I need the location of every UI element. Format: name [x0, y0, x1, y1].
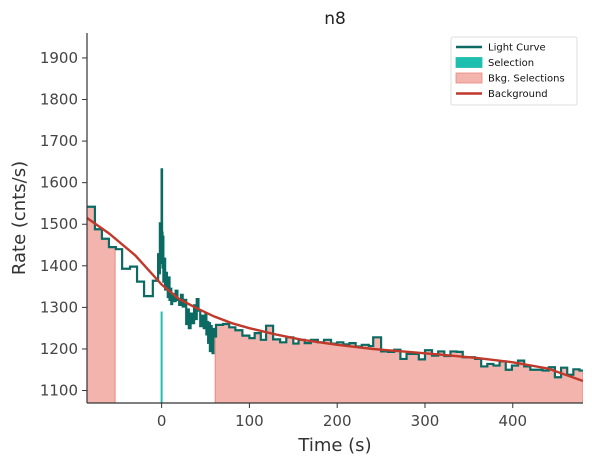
legend-label: Background [488, 89, 548, 100]
legend: Light Curve Selection Bkg. Selections Backg… [450, 36, 578, 106]
x-tick-label: 200 [323, 412, 352, 430]
x-tick-label: 300 [411, 412, 440, 430]
legend-label: Bkg. Selections [488, 74, 565, 85]
background-series [87, 217, 583, 383]
x-tick-label: 0 [157, 412, 167, 430]
light-curve-series [87, 168, 583, 379]
selection-band [160, 311, 163, 403]
y-tick-label: 1800 [40, 91, 78, 109]
axes: 0 100 200 300 400 1100 1200 1300 1400 1500 1600 17… [40, 33, 583, 430]
y-tick-label: 1400 [40, 257, 78, 275]
legend-label: Light Curve [488, 43, 546, 54]
chart-title: n8 [324, 9, 346, 29]
x-tick-label: 100 [235, 412, 264, 430]
x-ticks: 0 100 200 300 400 [157, 403, 527, 430]
y-axis-label: Rate (cnts/s) [9, 161, 30, 275]
legend-box [450, 36, 578, 106]
x-tick-label: 400 [498, 412, 527, 430]
bkg-selection-2 [214, 323, 583, 403]
selection-region [160, 311, 163, 403]
y-tick-label: 1300 [40, 298, 78, 316]
y-tick-label: 1900 [40, 49, 78, 67]
y-tick-label: 1600 [40, 174, 78, 192]
y-ticks: 1100 1200 1300 1400 1500 1600 1700 1800 1900 [40, 49, 87, 400]
legend-swatch [455, 57, 483, 68]
y-tick-label: 1500 [40, 215, 78, 233]
y-tick-label: 1200 [40, 340, 78, 358]
light-curve-line [87, 168, 583, 379]
y-tick-label: 1700 [40, 132, 78, 150]
x-axis-label: Time (s) [297, 435, 371, 456]
y-tick-label: 1100 [40, 382, 78, 400]
legend-swatch [455, 72, 483, 84]
plot-area [87, 168, 583, 403]
legend-label: Selection [488, 58, 534, 69]
background-line [87, 217, 583, 383]
